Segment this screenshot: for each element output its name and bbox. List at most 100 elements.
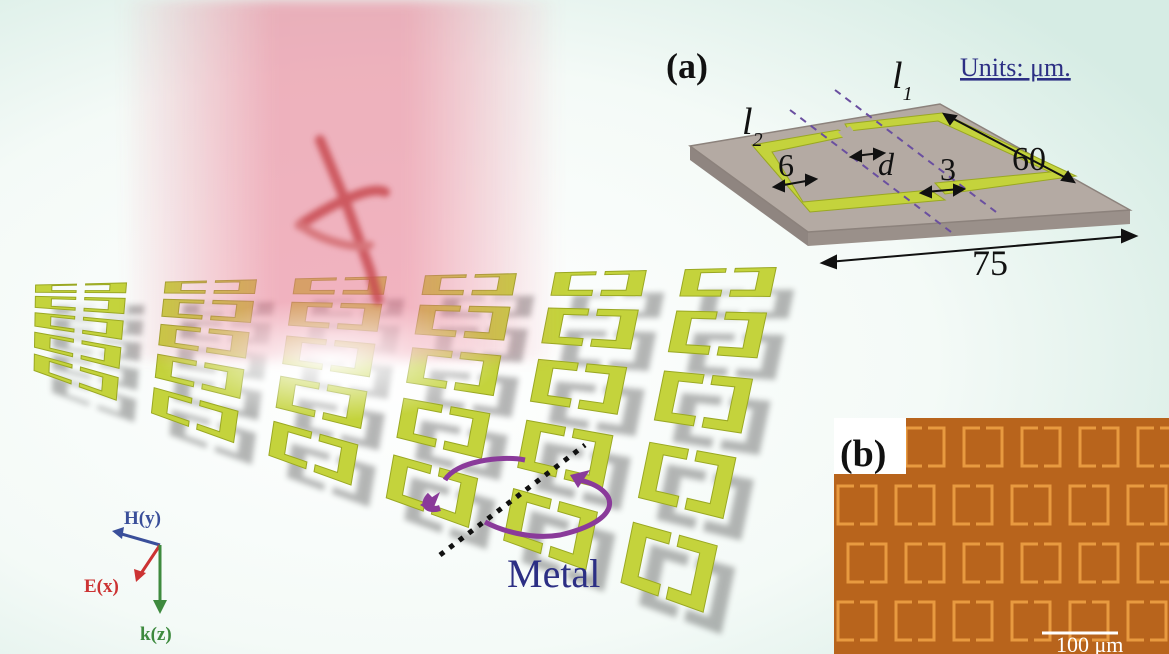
ring-right-half (589, 308, 639, 350)
micro-ring-right (986, 542, 1004, 584)
micro-ring-left (1068, 484, 1086, 526)
ring-left-half (34, 295, 77, 311)
micro-ring-left (962, 542, 980, 584)
ring-shadow (618, 292, 665, 318)
ring-right-half (701, 374, 754, 434)
ring-shadow (461, 428, 508, 481)
micro-ring-left (836, 484, 854, 526)
substrate-side (690, 146, 808, 246)
ring-shadow (99, 362, 139, 391)
panel-a-label: (a) (666, 46, 708, 86)
ring-shadow (702, 472, 754, 541)
micrograph-rings (836, 426, 1169, 642)
micro-ring-left (952, 600, 970, 642)
micro-ring-right (1034, 484, 1052, 526)
micro-ring-right (1044, 426, 1062, 468)
dim-3-label: 3 (940, 151, 956, 187)
ring-left-half (34, 283, 78, 293)
dashed-line-l1 (834, 89, 1001, 216)
ring-left-half (637, 441, 690, 508)
ring-shadow (735, 334, 785, 380)
micro-ring-right (1034, 600, 1052, 642)
e-field-label: E(x) (84, 576, 119, 597)
micro-ring-left (1020, 542, 1038, 584)
ring-left-half (34, 312, 76, 333)
micro-ring-right (1150, 600, 1168, 642)
micro-ring-right (928, 542, 946, 584)
ring-shadow (286, 443, 330, 491)
micro-ring-left (1078, 542, 1096, 584)
ring-left-half (385, 454, 433, 512)
ring-shadow (332, 456, 376, 508)
ring-shadow (608, 331, 657, 371)
ring-right-half (196, 400, 239, 444)
ring-right-half (548, 500, 599, 571)
ring-right-half (84, 282, 128, 294)
polarization-wave (295, 135, 390, 305)
ring-shadow (404, 476, 450, 534)
ring-right-half (78, 366, 119, 401)
l1-label: l1 (892, 55, 913, 105)
ring-shadow (548, 381, 597, 430)
units-label: Units: μm. (960, 53, 1071, 82)
micro-ring-right (1102, 426, 1120, 468)
micro-ring-right (1160, 542, 1169, 584)
substrate-side-front (808, 210, 1130, 246)
ring-shadow (720, 397, 771, 456)
micro-ring-left (1136, 426, 1154, 468)
l2-label: l2 (742, 101, 763, 151)
ring-left-half (653, 370, 705, 427)
ring-left-half (517, 419, 567, 478)
micro-ring-left (1068, 600, 1086, 642)
micro-ring-left (1126, 600, 1144, 642)
ring-left-half (33, 331, 75, 358)
ring-left-half (529, 358, 579, 408)
dim-75-label: 75 (972, 243, 1008, 283)
beam-hotspot (160, 300, 500, 420)
ring-left-half (667, 310, 718, 355)
gap-d-label: d (878, 146, 895, 182)
ring-right-half (442, 406, 491, 460)
micro-ring-left (904, 542, 922, 584)
ring-shadow (672, 393, 723, 448)
split-ring-resonator (751, 112, 1078, 213)
micro-ring-left (1010, 484, 1028, 526)
micro-ring-right (1150, 484, 1168, 526)
ring-right-half (313, 433, 359, 486)
micro-ring-right (918, 600, 936, 642)
ring-shadow (414, 420, 461, 469)
micro-ring-left (1010, 600, 1028, 642)
ring-shadow (472, 374, 519, 418)
ring-shadow (686, 332, 736, 377)
ring-right-half (599, 270, 647, 297)
ring-shadow (582, 450, 631, 511)
ring-shadow (638, 544, 690, 618)
micro-ring-left (836, 600, 854, 642)
ring-shadow (566, 523, 616, 592)
current-arrow-head-right (570, 470, 590, 488)
ring-left-half (679, 268, 727, 297)
ring-shadow (52, 376, 91, 406)
h-field-arrow (117, 531, 161, 547)
ring-right-half (82, 316, 124, 340)
micro-ring-right (860, 600, 878, 642)
micro-ring-left (1020, 426, 1038, 468)
h-field-label: H(y) (124, 508, 161, 529)
micro-ring-right (976, 484, 994, 526)
panel-b-label: (b) (840, 433, 886, 475)
ring-right-half (80, 340, 122, 369)
ring-right-half (728, 266, 777, 297)
micro-ring-left (1136, 542, 1154, 584)
panel-b-label-box (834, 418, 906, 474)
micro-ring-left (846, 542, 864, 584)
micro-ring-right (1102, 542, 1120, 584)
ring-shadow (449, 489, 496, 550)
micro-ring-left (894, 484, 912, 526)
micro-ring-right (918, 484, 936, 526)
ring-left-half (33, 353, 73, 385)
metal-label: Metal (507, 551, 600, 596)
e-field-arrow (138, 544, 162, 576)
ring-shadow (97, 389, 137, 423)
micro-ring-right (1160, 426, 1169, 468)
